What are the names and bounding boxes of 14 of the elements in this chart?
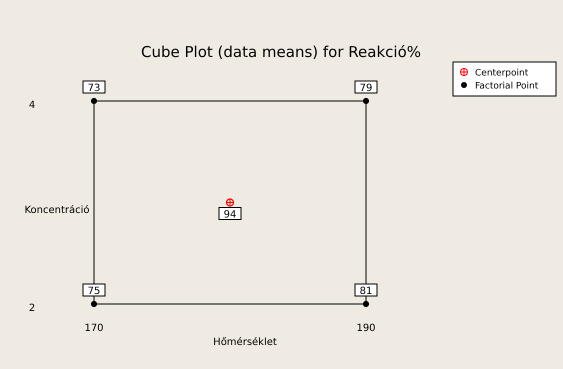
x-tick-label: 170 — [84, 323, 104, 334]
y-axis-title: Koncentráció — [24, 205, 90, 216]
legend-label: Factorial Point — [475, 82, 539, 92]
legend-label: Centerpoint — [475, 68, 529, 78]
annotation: 75 — [88, 286, 100, 297]
y-tick-label: 2 — [28, 303, 36, 314]
x-tick-label: 190 — [356, 323, 376, 334]
annotation: 81 — [360, 286, 372, 297]
x-axis-title: Hőmérséklet — [213, 337, 277, 348]
annotation: 94 — [224, 210, 236, 220]
y-tick-label: 4 — [28, 100, 36, 111]
annotation: 79 — [360, 83, 372, 94]
chart-title: Cube Plot (data means) for Reakció% — [140, 43, 422, 61]
annotation: 73 — [88, 83, 100, 94]
